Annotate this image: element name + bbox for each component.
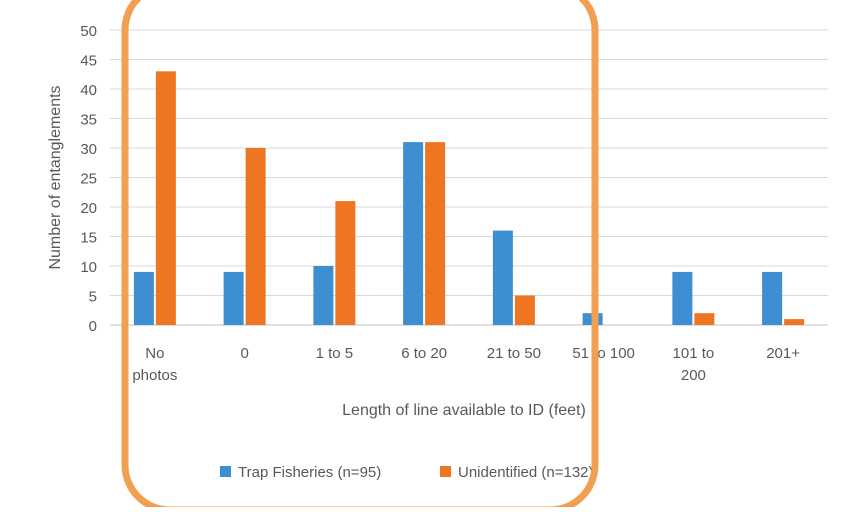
gridlines bbox=[110, 29, 828, 326]
highlight-box bbox=[121, 0, 599, 512]
x-tick-label: 21 to 50 bbox=[487, 345, 541, 362]
x-tick-label: 51 to 100 bbox=[572, 345, 635, 362]
x-tick-label: No photos bbox=[132, 345, 177, 384]
y-tick-label: 20 bbox=[80, 200, 97, 217]
bar-unidentified bbox=[245, 148, 266, 325]
bar-trap-fisheries bbox=[762, 271, 783, 325]
y-tick-label: 5 bbox=[89, 289, 97, 306]
bar-trap-fisheries bbox=[403, 142, 424, 325]
bar-trap-fisheries bbox=[672, 271, 693, 325]
y-tick-label: 10 bbox=[80, 259, 97, 276]
legend: Trap Fisheries (n=95) Unidentified (n=132… bbox=[220, 464, 594, 481]
bar-unidentified bbox=[155, 71, 176, 325]
bars bbox=[133, 71, 805, 325]
x-axis-ticks: No photos 0 1 to 5 6 to 20 21 to 50 51 to 100 1… bbox=[132, 345, 800, 384]
y-tick-label: 50 bbox=[80, 23, 97, 40]
y-axis-label: Number of entanglements bbox=[47, 85, 64, 269]
bar-unidentified bbox=[694, 313, 715, 325]
y-tick-label: 45 bbox=[80, 53, 97, 70]
y-tick-label: 15 bbox=[80, 230, 97, 247]
x-tick-label: 0 bbox=[240, 345, 248, 362]
y-tick-label: 25 bbox=[80, 171, 97, 188]
legend-label: Unidentified (n=132) bbox=[458, 464, 594, 481]
x-tick-label: 201+ bbox=[766, 345, 800, 362]
bar-trap-fisheries bbox=[492, 230, 513, 325]
legend-swatch bbox=[220, 466, 231, 477]
bar-trap-fisheries bbox=[223, 271, 244, 325]
x-tick-label: 6 to 20 bbox=[401, 345, 447, 362]
y-tick-label: 40 bbox=[80, 82, 97, 99]
y-axis-ticks: 0 5 10 15 20 25 30 35 40 45 50 bbox=[80, 23, 97, 335]
bar-unidentified bbox=[335, 201, 356, 325]
y-tick-label: 35 bbox=[80, 112, 97, 129]
y-tick-label: 30 bbox=[80, 141, 97, 158]
x-axis-label: Length of line available to ID (feet) bbox=[342, 402, 586, 419]
bar-trap-fisheries bbox=[133, 271, 154, 325]
legend-swatch bbox=[440, 466, 451, 477]
x-tick-label: 1 to 5 bbox=[316, 345, 354, 362]
bar-unidentified bbox=[514, 295, 535, 325]
bar-trap-fisheries bbox=[313, 266, 334, 325]
x-tick-label: 101 to 200 bbox=[673, 345, 715, 384]
bar-unidentified bbox=[425, 142, 446, 325]
bar-unidentified bbox=[784, 319, 805, 325]
y-tick-label: 0 bbox=[89, 318, 97, 335]
legend-label: Trap Fisheries (n=95) bbox=[238, 464, 381, 481]
